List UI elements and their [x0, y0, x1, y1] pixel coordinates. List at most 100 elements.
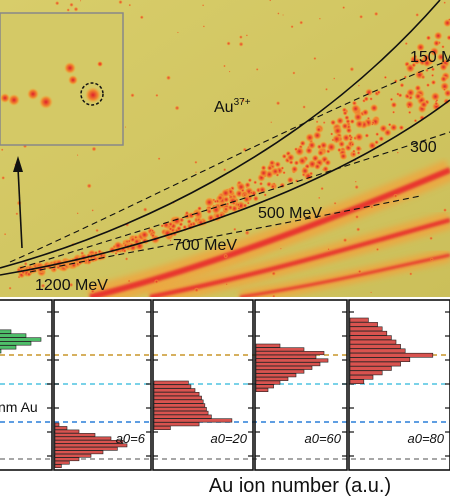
background-spot — [245, 34, 248, 37]
histogram-bar — [54, 429, 80, 434]
histogram-bar — [349, 348, 406, 354]
background-spot — [292, 71, 296, 75]
ion-spot — [286, 176, 294, 184]
histogram-bar — [153, 388, 196, 393]
ion-spot — [392, 110, 396, 114]
ion-spot — [282, 171, 286, 175]
background-spot — [177, 31, 179, 34]
background-spot — [327, 248, 330, 251]
energy-label-300: 300 — [410, 139, 437, 156]
ion-spot — [97, 249, 102, 254]
background-spot — [415, 13, 420, 17]
ion-spot — [426, 83, 430, 88]
parabola-curve-outer — [0, 0, 441, 269]
histogram-bar — [349, 335, 392, 341]
background-spot — [242, 147, 247, 152]
histogram-4: a0=80 — [348, 299, 450, 471]
background-spot — [404, 42, 408, 46]
background-spot — [434, 100, 438, 104]
background-spot — [17, 275, 21, 279]
histogram-label: a0=80 — [407, 431, 444, 446]
ion-spot — [364, 133, 370, 138]
background-spot — [3, 233, 7, 236]
ion-spot — [443, 89, 450, 98]
ion-spot — [354, 119, 365, 129]
ion-spot — [350, 142, 355, 147]
energy-label-700: 700 MeV — [173, 237, 237, 254]
background-spot — [244, 230, 250, 236]
ion-spot — [419, 100, 428, 109]
ion-spot — [113, 240, 123, 251]
ion-spot — [436, 53, 445, 62]
ion-spot — [356, 151, 361, 155]
ion-spot — [122, 248, 127, 253]
background-spot — [202, 25, 205, 28]
ion-spot — [315, 126, 322, 133]
background-spot — [360, 148, 362, 150]
background-spot — [366, 116, 371, 121]
ion-spot — [383, 128, 392, 137]
background-spot — [272, 294, 276, 297]
background-spot — [313, 56, 317, 61]
background-spot — [320, 186, 324, 191]
background-spot — [233, 227, 237, 231]
background-spot — [23, 261, 28, 266]
background-spot — [80, 251, 85, 256]
ion-spot — [294, 147, 298, 152]
histogram-bar — [349, 352, 434, 358]
histogram-panel: a0=6 a0=20 a0=60 a0=80 nm Au Au ion number … — [0, 299, 450, 497]
ion-spot — [259, 168, 268, 178]
ion-spot — [440, 75, 448, 83]
ion-spot — [260, 165, 267, 171]
background-spot — [142, 207, 148, 212]
background-spot — [139, 15, 144, 20]
ion-spot — [348, 133, 352, 138]
histogram-frame — [348, 299, 450, 471]
ion-spot — [331, 134, 342, 144]
background-spot — [155, 93, 159, 97]
ion-spot — [429, 46, 439, 57]
ion-spot — [244, 181, 251, 189]
background-spot — [1, 176, 6, 180]
ion-spot — [440, 81, 450, 92]
ion-streak-core — [149, 217, 450, 297]
ion-spot — [348, 137, 353, 142]
background-spot — [239, 35, 243, 39]
background-spot — [349, 66, 355, 72]
ion-spot — [430, 79, 437, 86]
background-spot — [331, 138, 335, 142]
background-spot — [91, 209, 94, 212]
histogram-2: a0=20 — [152, 299, 254, 471]
background-spot — [66, 8, 70, 12]
background-spot — [375, 247, 380, 252]
histogram-bar — [255, 351, 325, 356]
histogram-bar — [54, 453, 92, 458]
background-spot — [76, 212, 79, 215]
background-spot — [223, 168, 227, 172]
histogram-bar — [153, 399, 204, 404]
histogram-bar — [255, 362, 321, 367]
histogram-bar — [349, 374, 374, 380]
histogram-bar — [0, 333, 27, 338]
background-spot — [370, 205, 374, 209]
ion-spot — [150, 229, 155, 233]
ion-streak-core — [239, 253, 450, 297]
ion-spot — [184, 210, 190, 216]
background-spot — [299, 20, 304, 25]
background-spot — [86, 183, 92, 189]
background-spot — [228, 70, 231, 73]
histogram-bar — [153, 395, 202, 400]
background-spot — [194, 160, 198, 164]
histogram-bar — [54, 422, 60, 427]
inset-arrow — [17, 167, 23, 249]
histogram-bar — [255, 347, 305, 352]
background-spot — [280, 247, 282, 250]
ion-spot — [246, 201, 250, 205]
histogram-bar — [54, 460, 70, 465]
histogram-frame — [0, 299, 53, 471]
histograms: a0=6 a0=20 a0=60 a0=80 — [0, 299, 450, 471]
background-spot — [8, 286, 12, 290]
background-spot — [69, 2, 74, 7]
background-spot — [15, 212, 19, 216]
ion-spot — [293, 160, 300, 166]
